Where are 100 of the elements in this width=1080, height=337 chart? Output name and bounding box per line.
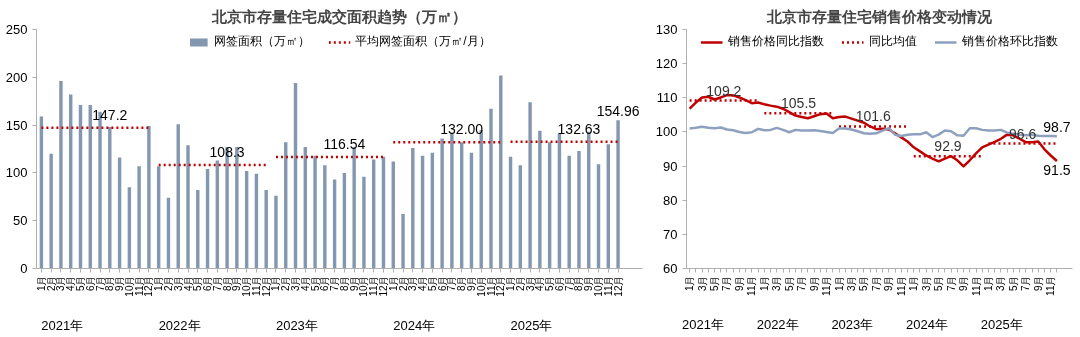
- legend-label: 网签面积（万㎡）: [214, 33, 311, 50]
- x-tick-label: 11月: [746, 275, 758, 296]
- bar: [440, 138, 444, 269]
- x-tick-label: 7月: [211, 275, 223, 292]
- x-tick-label: 9月: [733, 275, 745, 292]
- x-tick-label: 7月: [796, 275, 808, 292]
- bar: [401, 214, 405, 269]
- y-tick-label: 130: [655, 22, 678, 37]
- data-label: 91.5: [1043, 161, 1071, 178]
- text: 2024年: [906, 316, 949, 332]
- bar: [528, 102, 532, 269]
- annotation: 96.6: [1009, 125, 1037, 142]
- x-tick-label: 9月: [231, 275, 243, 292]
- x-tick-label: 9月: [114, 275, 126, 292]
- x-tick-label: 5月: [544, 275, 556, 292]
- x-tick-label: 10月: [123, 275, 135, 297]
- x-tick-label: 11月: [895, 275, 907, 296]
- legend-label: 同比均值: [868, 33, 917, 50]
- x-tick-label: 3月: [290, 275, 302, 292]
- bar: [411, 148, 415, 269]
- x-tick-label: 5月: [858, 275, 870, 292]
- x-tick-label: 3月: [845, 275, 857, 292]
- x-tick-label: 7月: [1020, 275, 1032, 292]
- x-tick-label: 3月: [771, 275, 783, 292]
- bar: [352, 147, 356, 269]
- text: 2023年: [275, 317, 318, 333]
- data-label: 98.7: [1043, 119, 1071, 136]
- x-tick-label: 6月: [202, 275, 214, 292]
- text: 2021年: [681, 316, 724, 332]
- x-tick-label: 1月: [505, 275, 517, 292]
- chart-title: 北京市存量住宅销售价格变动情况: [766, 7, 993, 25]
- x-tick-label: 4月: [417, 275, 429, 292]
- x-tick-label: 1月: [982, 275, 994, 292]
- bar: [450, 132, 454, 269]
- x-tick-label: 5月: [426, 275, 438, 292]
- y-tick-label: 60: [663, 261, 678, 276]
- x-tick-label: 4月: [534, 275, 546, 292]
- bar: [147, 126, 151, 269]
- text: 2024年: [393, 317, 436, 333]
- bar: [49, 153, 53, 269]
- text: 2022年: [158, 317, 201, 333]
- annotation: 132.63: [557, 120, 601, 137]
- annotation: 108.3: [209, 143, 245, 160]
- x-tick-label: 5月: [192, 275, 204, 292]
- y-tick-label: 200: [5, 69, 28, 85]
- x-tick-label: 11月: [821, 275, 833, 296]
- x-tick-label: 8月: [338, 275, 350, 292]
- x-tick-label: 7月: [945, 275, 957, 292]
- text: 2025年: [980, 316, 1023, 332]
- text: 2022年: [756, 316, 799, 332]
- annotation: 105.5: [781, 95, 817, 112]
- x-tick-label: 6月: [84, 275, 96, 292]
- bar: [186, 145, 190, 269]
- x-tick-label: 12月: [377, 275, 389, 297]
- x-tick-label: 12月: [495, 275, 507, 297]
- bar: [577, 150, 581, 269]
- bar: [264, 190, 268, 269]
- x-tick-label: 1月: [684, 275, 696, 292]
- x-tick-label: 9月: [583, 275, 595, 292]
- x-tick-label: 3月: [995, 275, 1007, 292]
- bar: [489, 108, 493, 269]
- bar: [137, 166, 141, 269]
- x-tick-label: 7月: [870, 275, 882, 292]
- x-tick-label: 10月: [593, 275, 605, 297]
- data-label: 154.96: [596, 103, 640, 120]
- bar: [616, 120, 620, 269]
- bar: [274, 195, 278, 269]
- legend-label: 平均网签面积（万㎡/月）: [355, 33, 491, 50]
- x-tick-label: 11月: [602, 275, 614, 296]
- x-tick-label: 3月: [407, 275, 419, 292]
- x-tick-label: 9月: [465, 275, 477, 292]
- x-tick-label: 1月: [35, 275, 47, 292]
- bar: [362, 176, 366, 269]
- x-tick-label: 11月: [368, 275, 380, 296]
- x-tick-label: 8月: [456, 275, 468, 292]
- x-tick-label: 11月: [1045, 275, 1057, 296]
- x-tick-label: 1月: [387, 275, 399, 292]
- x-tick-label: 2月: [162, 275, 174, 292]
- x-tick-label: 4月: [299, 275, 311, 292]
- annotation: 116.54: [323, 136, 366, 153]
- legend-label: 销售价格同比指数: [727, 33, 824, 50]
- x-tick-label: 12月: [143, 275, 155, 297]
- x-tick-label: 2月: [280, 275, 292, 292]
- chart-title: 北京市存量住宅成交面积趋势（万㎡）: [211, 7, 467, 25]
- y-tick-label: 0: [20, 261, 28, 276]
- x-tick-label: 5月: [74, 275, 86, 292]
- annotation: 92.9: [934, 138, 962, 155]
- annotation: 132.00: [440, 121, 484, 138]
- x-tick-label: 7月: [446, 275, 458, 292]
- y-tick-label: 80: [663, 192, 678, 208]
- x-tick-label: 6月: [553, 275, 565, 292]
- text: 2021年: [41, 317, 84, 333]
- bar: [59, 81, 63, 269]
- x-tick-label: 9月: [958, 275, 970, 292]
- annotation: 101.6: [855, 108, 892, 125]
- x-tick-label: 9月: [883, 275, 895, 292]
- y-tick-label: 110: [656, 90, 678, 106]
- x-tick-label: 3月: [920, 275, 932, 292]
- x-tick-label: 9月: [1032, 275, 1044, 292]
- x-tick-label: 6月: [319, 275, 331, 292]
